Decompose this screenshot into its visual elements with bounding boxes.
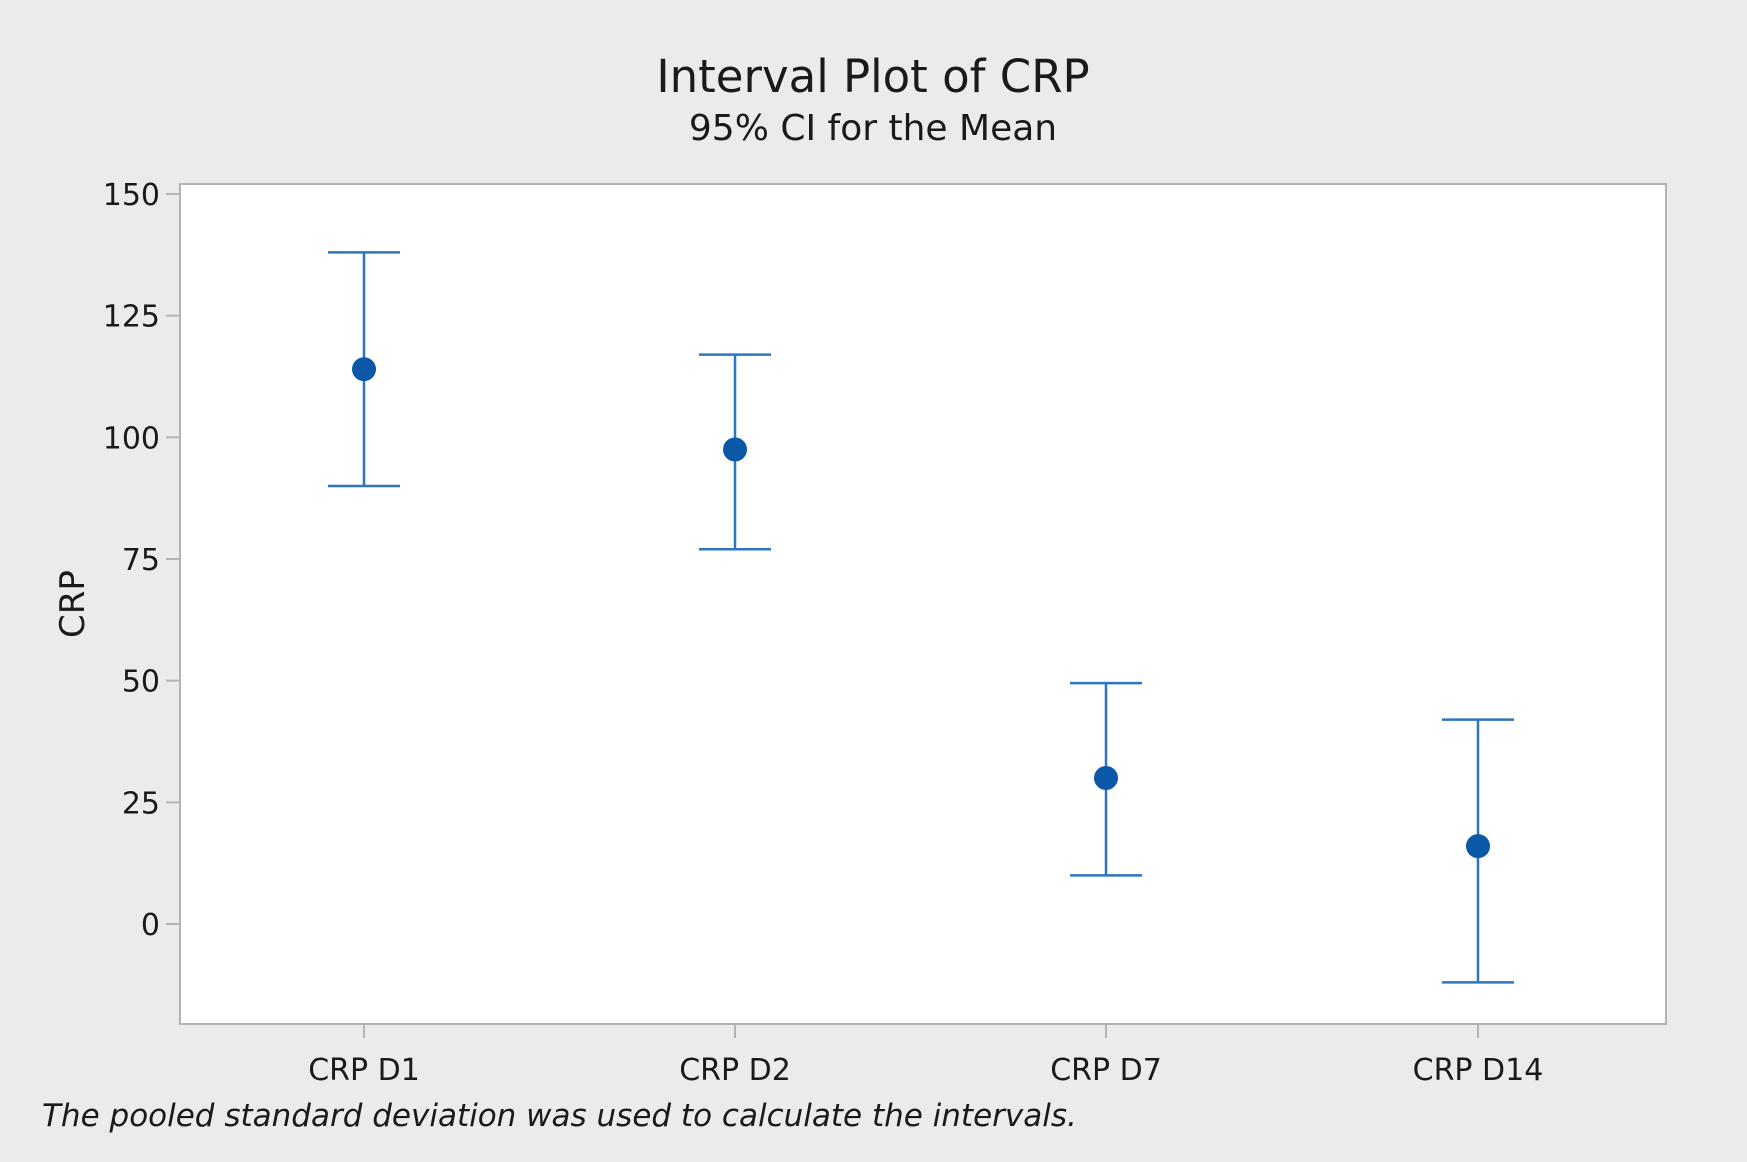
mean-point bbox=[1466, 834, 1490, 859]
y-tick-label: 75 bbox=[122, 543, 160, 578]
chart-subtitle: 95% CI for the Mean bbox=[689, 108, 1057, 149]
y-tick-label: 0 bbox=[141, 908, 160, 943]
y-axis: 0 25 50 75 100 125 150 bbox=[103, 178, 180, 943]
x-tick-label: CRP D14 bbox=[1413, 1053, 1544, 1088]
y-tick-label: 100 bbox=[103, 421, 160, 456]
y-axis-title: CRP bbox=[53, 570, 93, 638]
footnote: The pooled standard deviation was used t… bbox=[42, 1098, 1077, 1134]
x-tick-label: CRP D7 bbox=[1050, 1053, 1162, 1088]
mean-point bbox=[1094, 766, 1118, 790]
y-tick-label: 50 bbox=[122, 665, 160, 700]
y-tick-label: 25 bbox=[122, 786, 160, 821]
x-tick-label: CRP D1 bbox=[308, 1053, 420, 1088]
plot-area bbox=[179, 183, 1667, 1025]
mean-point bbox=[352, 357, 376, 382]
y-tick-label: 125 bbox=[103, 300, 160, 335]
x-axis: CRP D1 CRP D2 CRP D7 CRP D14 bbox=[308, 1024, 1543, 1088]
chart-title: Interval Plot of CRP bbox=[656, 50, 1089, 103]
mean-point bbox=[723, 437, 747, 462]
y-tick-label: 150 bbox=[103, 178, 160, 213]
x-tick-label: CRP D2 bbox=[679, 1053, 791, 1088]
interval-series bbox=[328, 251, 1514, 984]
